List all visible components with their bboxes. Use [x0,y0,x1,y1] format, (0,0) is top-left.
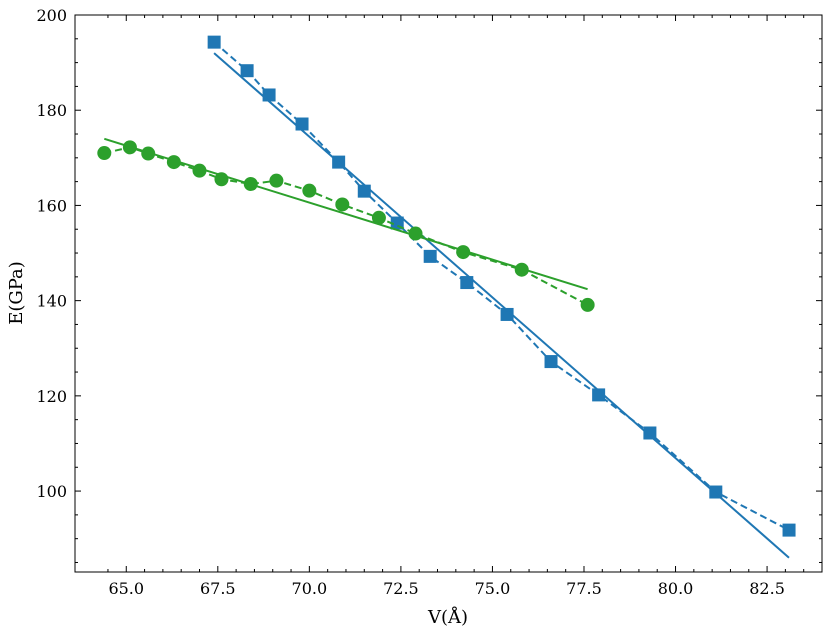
series-1-fit-line [213,52,790,559]
series-2-point [302,183,317,198]
y-axis-label: E(GPa) [6,261,27,325]
series-0-dashed-line [213,41,790,531]
x-tick-label: 75.0 [475,579,511,598]
series-0-point [782,523,796,537]
series-2-point [335,197,350,212]
series-0-point [207,35,221,49]
series-2-point [269,173,284,188]
series-2-point [371,210,386,225]
series-0-point [423,249,437,263]
x-tick-label: 77.5 [566,579,602,598]
x-tick-label: 82.5 [749,579,785,598]
x-tick-label: 65.0 [108,579,144,598]
y-tick-label: 200 [36,6,67,25]
x-tick-label: 67.5 [200,579,236,598]
series-0-point [262,88,276,102]
series-0-point [357,184,371,198]
series-0-point [460,276,474,290]
y-tick-label: 180 [36,101,67,120]
series-2-dashed-line [104,146,589,306]
x-axis-label: V(Å) [427,606,468,628]
series-0-point [592,388,606,402]
series-2-point [97,146,112,161]
series-0-point [295,117,309,131]
series-0-point [643,426,657,440]
series-3-fit-line [104,137,588,291]
series-0-point [240,64,254,78]
series-2-point [141,146,156,161]
y-tick-label: 160 [36,196,67,215]
series-0-point [544,355,558,369]
y-tick-label: 140 [36,292,67,311]
x-tick-label: 80.0 [658,579,694,598]
series-0-point [500,307,514,321]
x-tick-label: 70.0 [292,579,328,598]
y-tick-label: 120 [36,387,67,406]
x-tick-label: 72.5 [383,579,419,598]
y-tick-label: 100 [36,482,67,501]
plot-frame [74,14,823,573]
series-2-point [580,297,595,312]
